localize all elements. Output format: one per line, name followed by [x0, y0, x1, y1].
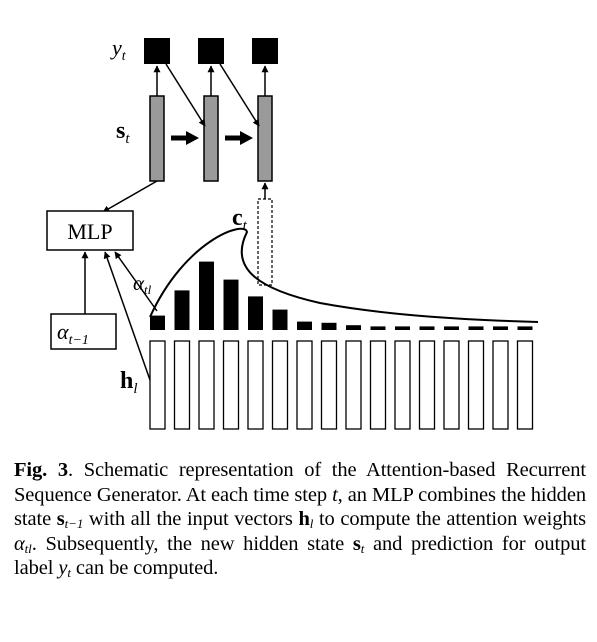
input-vector-column [248, 341, 263, 429]
label-alpha-tl: αtl [133, 271, 152, 297]
input-vector-column [150, 341, 165, 429]
input-vector-column [346, 341, 361, 429]
recurrent-arrow-2 [225, 131, 253, 145]
hidden-state-column-1 [150, 96, 164, 181]
arrow-output-to-next-state-1 [166, 64, 205, 126]
attention-weight-bar [150, 316, 165, 330]
attention-weight-bar [248, 296, 263, 330]
input-vector-column [420, 341, 435, 429]
input-vector-column [371, 341, 386, 429]
input-vector-column [297, 341, 312, 429]
attention-weight-bar [493, 326, 508, 330]
label-s-t: st [116, 118, 130, 147]
attention-weight-bar [395, 326, 410, 330]
output-square-3 [252, 38, 278, 64]
attention-weight-bar [420, 326, 435, 330]
output-square-1 [144, 38, 170, 64]
recurrent-arrow-1 [171, 131, 199, 145]
attention-weight-bar [371, 326, 386, 330]
attention-weight-bar [322, 323, 337, 330]
label-y-t: yt [110, 35, 127, 64]
attention-weight-bar [199, 262, 214, 330]
output-square-2 [198, 38, 224, 64]
input-vector-column [199, 341, 214, 429]
input-vector-column [469, 341, 484, 429]
caption-label: Fig. 3 [14, 459, 68, 481]
hidden-state-column-3 [258, 96, 272, 181]
attention-weight-bar [518, 326, 533, 330]
attention-weight-bar [346, 325, 361, 330]
input-vector-column [395, 341, 410, 429]
input-vector-columns [150, 341, 533, 429]
hidden-state-column-2 [204, 96, 218, 181]
arrow-state-to-mlp [103, 181, 157, 212]
attention-schematic-figure: yt st MLP ct αtl [0, 0, 597, 445]
arrow-output-to-next-state-2 [220, 64, 259, 126]
input-vector-column [493, 341, 508, 429]
context-vector-box [258, 199, 272, 285]
attention-weight-bar [297, 322, 312, 330]
attention-weight-bar [224, 280, 239, 330]
label-h-l: hl [120, 368, 138, 397]
figure-caption: Fig. 3. Schematic representation of the … [14, 458, 586, 581]
input-vector-column [224, 341, 239, 429]
input-vector-column [273, 341, 288, 429]
mlp-label: MLP [67, 219, 112, 244]
input-vector-column [322, 341, 337, 429]
input-vector-column [175, 341, 190, 429]
input-vector-column [518, 341, 533, 429]
attention-weight-bar [273, 310, 288, 330]
attention-weight-bar [444, 326, 459, 330]
attention-weight-bar [175, 290, 190, 330]
input-vector-column [444, 341, 459, 429]
attention-weight-bar [469, 326, 484, 330]
